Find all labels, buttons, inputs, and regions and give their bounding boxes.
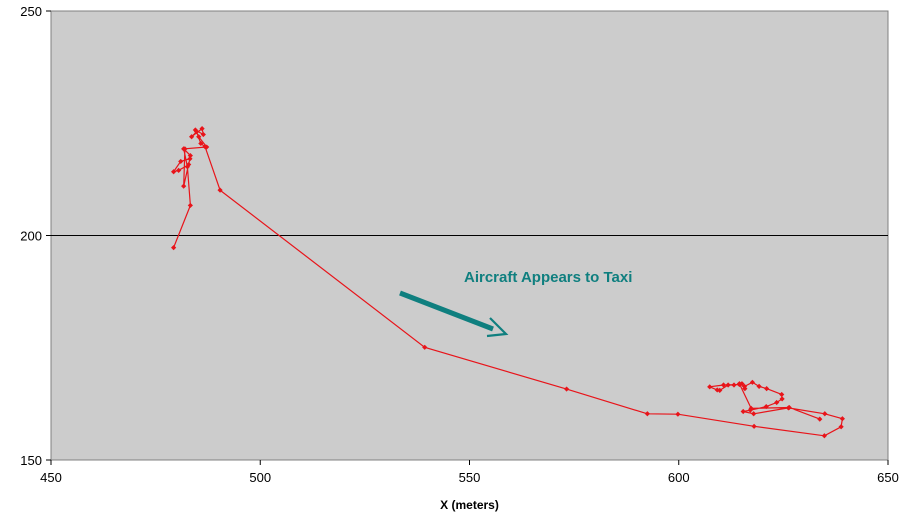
annotation-arrow	[399, 290, 509, 338]
data-point	[675, 411, 681, 417]
y-tick-label: 200	[20, 229, 42, 244]
data-point	[186, 161, 192, 168]
annotation-text: Aircraft Appears to Taxi	[464, 269, 632, 286]
data-point	[779, 396, 785, 402]
y-tick-label: 250	[20, 4, 42, 19]
data-point	[786, 404, 792, 411]
data-point	[171, 169, 177, 175]
data-point	[563, 386, 570, 392]
x-tick-label: 500	[249, 470, 271, 485]
data-point	[748, 405, 754, 411]
x-tick-label: 450	[40, 470, 62, 485]
data-point	[717, 387, 723, 394]
data-point	[740, 408, 746, 415]
data-point	[774, 399, 780, 406]
data-point	[194, 129, 200, 135]
data-point	[751, 423, 757, 429]
data-point	[747, 407, 753, 413]
data-point	[822, 411, 828, 417]
data-point	[217, 187, 223, 193]
data-point	[644, 411, 650, 417]
y-tick-label: 150	[20, 453, 42, 468]
data-point	[171, 245, 177, 251]
data-point	[181, 183, 187, 189]
data-point	[198, 140, 204, 147]
x-tick-label: 650	[877, 470, 899, 485]
data-point	[707, 384, 713, 390]
data-point	[187, 156, 193, 162]
data-point	[817, 416, 823, 422]
data-point	[763, 403, 769, 410]
data-point	[725, 382, 731, 388]
data-point	[779, 391, 785, 398]
data-point	[838, 424, 844, 430]
data-series	[171, 126, 845, 439]
data-point	[749, 379, 756, 385]
data-point	[764, 386, 770, 392]
data-point	[202, 143, 208, 150]
x-tick-label: 550	[459, 470, 481, 485]
data-point	[182, 146, 188, 152]
x-tick-label: 600	[668, 470, 690, 485]
data-point	[731, 382, 737, 388]
arrow-shaft	[399, 290, 494, 332]
data-point	[742, 386, 748, 392]
data-point	[199, 126, 205, 132]
arrow-head	[486, 317, 509, 338]
data-point	[756, 383, 762, 389]
data-point	[839, 416, 845, 422]
data-point	[189, 134, 195, 140]
y-axis-ticks: 150 200 250	[20, 4, 51, 468]
data-point	[178, 158, 184, 165]
data-point	[176, 167, 182, 173]
data-point	[196, 134, 202, 140]
data-point	[187, 152, 193, 159]
x-axis-ticks: 450 500 550 600 650	[40, 460, 899, 485]
data-point	[422, 344, 428, 350]
data-point	[200, 131, 206, 138]
data-point	[720, 382, 727, 388]
data-point	[821, 433, 827, 439]
x-axis-label: X (meters)	[440, 498, 499, 512]
data-point	[736, 381, 743, 387]
data-point	[714, 387, 720, 393]
data-point	[187, 202, 193, 209]
data-point	[751, 411, 757, 417]
